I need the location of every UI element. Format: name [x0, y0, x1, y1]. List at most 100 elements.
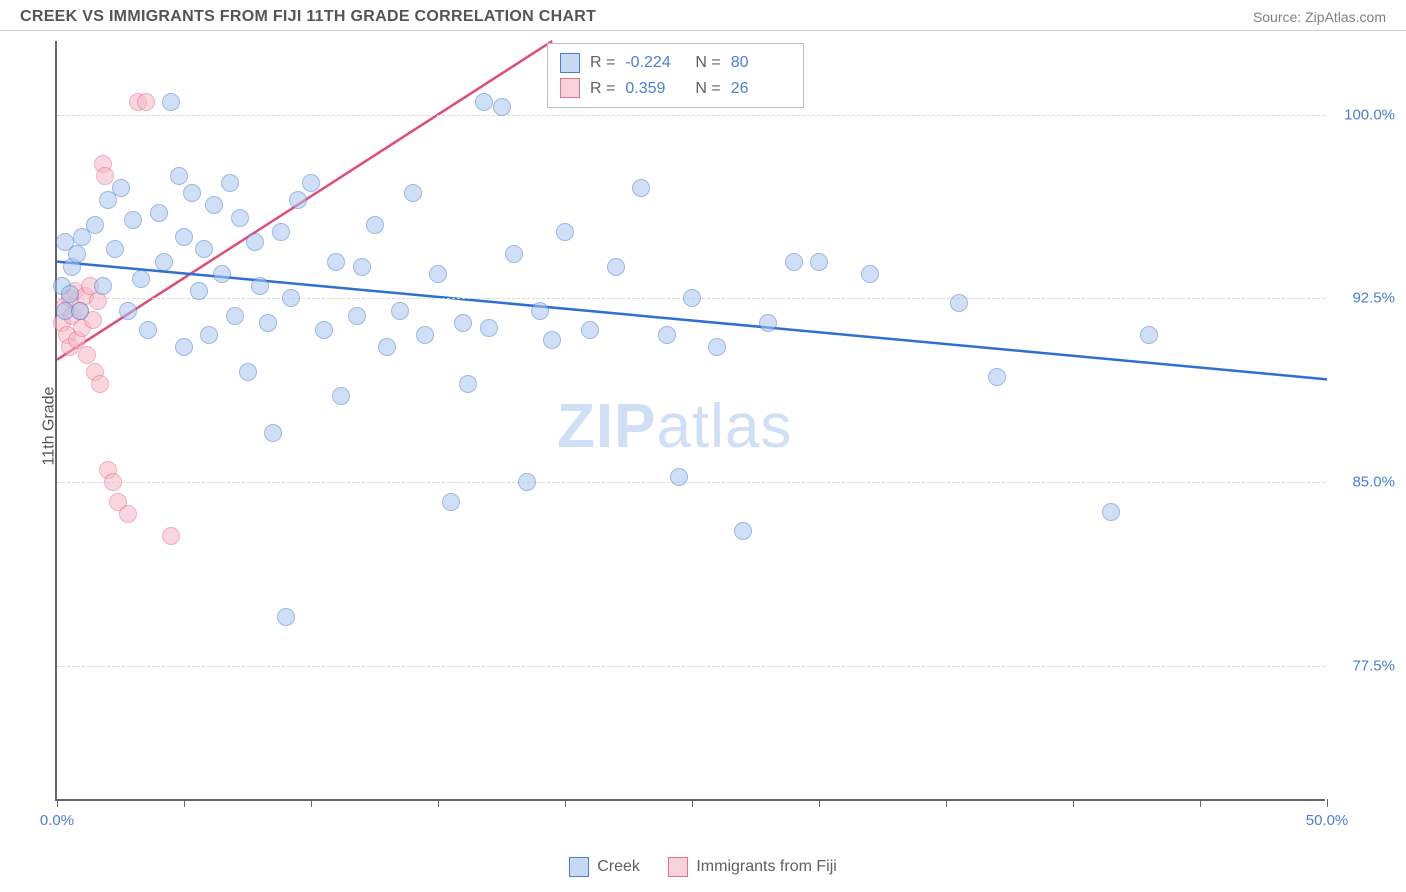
data-point — [162, 93, 180, 111]
x-tick — [1200, 799, 1201, 807]
x-tick — [438, 799, 439, 807]
data-point — [91, 375, 109, 393]
data-point — [190, 282, 208, 300]
legend-item-fiji: Immigrants from Fiji — [668, 857, 836, 877]
swatch-blue-icon — [569, 857, 589, 877]
data-point — [96, 167, 114, 185]
gridline-h — [57, 482, 1325, 483]
data-point — [231, 209, 249, 227]
data-point — [119, 505, 137, 523]
data-point — [493, 98, 511, 116]
data-point — [71, 302, 89, 320]
data-point — [94, 277, 112, 295]
data-point — [950, 294, 968, 312]
y-tick-label: 85.0% — [1352, 474, 1395, 491]
data-point — [170, 167, 188, 185]
data-point — [404, 184, 422, 202]
x-tick — [1073, 799, 1074, 807]
data-point — [226, 307, 244, 325]
data-point — [246, 233, 264, 251]
swatch-pink-icon — [560, 78, 580, 98]
data-point — [282, 289, 300, 307]
source-attribution: Source: ZipAtlas.com — [1253, 9, 1386, 25]
data-point — [861, 265, 879, 283]
data-point — [810, 253, 828, 271]
data-point — [531, 302, 549, 320]
data-point — [175, 338, 193, 356]
data-point — [272, 223, 290, 241]
scatter-plot: ZIPatlas R = -0.224 N = 80 R = 0.359 N =… — [55, 41, 1325, 801]
data-point — [200, 326, 218, 344]
data-point — [78, 346, 96, 364]
data-point — [658, 326, 676, 344]
data-point — [442, 493, 460, 511]
data-point — [86, 216, 104, 234]
x-tick-label: 0.0% — [40, 812, 74, 829]
data-point — [454, 314, 472, 332]
trend-lines-svg — [57, 41, 1327, 801]
data-point — [302, 174, 320, 192]
data-point — [708, 338, 726, 356]
x-tick-label: 50.0% — [1306, 812, 1349, 829]
legend-bottom: Creek Immigrants from Fiji — [0, 857, 1406, 882]
data-point — [632, 179, 650, 197]
data-point — [315, 321, 333, 339]
data-point — [213, 265, 231, 283]
data-point — [124, 211, 142, 229]
data-point — [104, 473, 122, 491]
data-point — [175, 228, 193, 246]
y-tick-label: 92.5% — [1352, 290, 1395, 307]
data-point — [581, 321, 599, 339]
data-point — [683, 289, 701, 307]
data-point — [378, 338, 396, 356]
data-point — [429, 265, 447, 283]
x-tick — [819, 799, 820, 807]
data-point — [734, 522, 752, 540]
data-point — [150, 204, 168, 222]
data-point — [505, 245, 523, 263]
chart-title: CREEK VS IMMIGRANTS FROM FIJI 11TH GRADE… — [20, 8, 596, 26]
data-point — [348, 307, 366, 325]
data-point — [61, 285, 79, 303]
gridline-h — [57, 115, 1325, 116]
data-point — [607, 258, 625, 276]
chart-area: 11th Grade ZIPatlas R = -0.224 N = 80 R … — [0, 31, 1406, 821]
data-point — [332, 387, 350, 405]
x-tick — [311, 799, 312, 807]
data-point — [183, 184, 201, 202]
data-point — [759, 314, 777, 332]
data-point — [988, 368, 1006, 386]
data-point — [119, 302, 137, 320]
data-point — [391, 302, 409, 320]
data-point — [459, 375, 477, 393]
data-point — [289, 191, 307, 209]
data-point — [132, 270, 150, 288]
data-point — [1102, 503, 1120, 521]
data-point — [239, 363, 257, 381]
x-tick — [57, 799, 58, 807]
data-point — [327, 253, 345, 271]
y-tick-label: 77.5% — [1352, 658, 1395, 675]
data-point — [155, 253, 173, 271]
data-point — [112, 179, 130, 197]
data-point — [416, 326, 434, 344]
legend-item-creek: Creek — [569, 857, 640, 877]
x-tick — [565, 799, 566, 807]
gridline-h — [57, 666, 1325, 667]
data-point — [195, 240, 213, 258]
stat-row-fiji: R = 0.359 N = 26 — [560, 76, 791, 102]
data-point — [277, 608, 295, 626]
data-point — [106, 240, 124, 258]
data-point — [475, 93, 493, 111]
data-point — [137, 93, 155, 111]
data-point — [670, 468, 688, 486]
chart-header: CREEK VS IMMIGRANTS FROM FIJI 11TH GRADE… — [0, 0, 1406, 31]
data-point — [264, 424, 282, 442]
data-point — [1140, 326, 1158, 344]
stat-row-creek: R = -0.224 N = 80 — [560, 50, 791, 76]
x-tick — [184, 799, 185, 807]
data-point — [68, 245, 86, 263]
data-point — [785, 253, 803, 271]
data-point — [251, 277, 269, 295]
data-point — [205, 196, 223, 214]
